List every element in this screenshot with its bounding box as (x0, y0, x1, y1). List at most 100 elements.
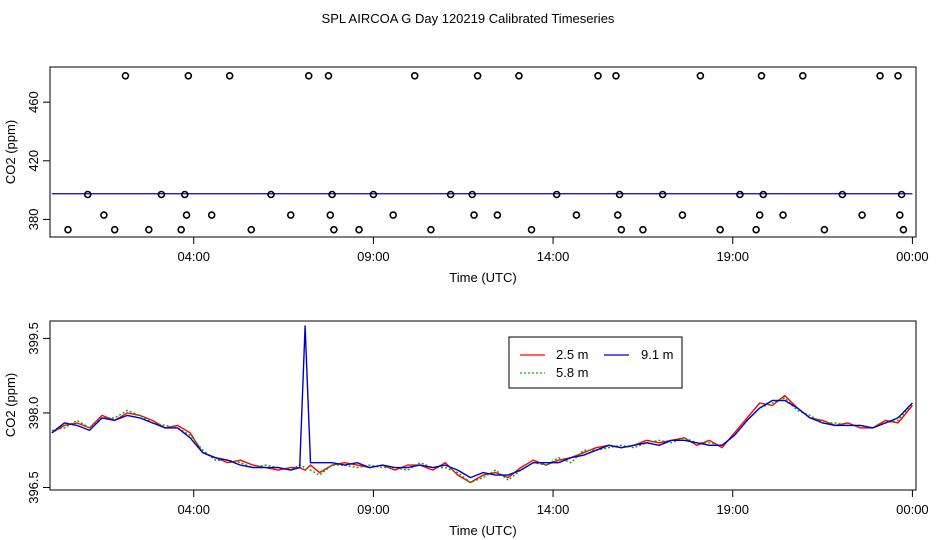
raw-data-point (247, 225, 256, 234)
panel-2-x-axis: 04:00 09:00 14:00 19:00 00:00 (177, 490, 929, 517)
raw-data-point (180, 190, 189, 199)
p1-x-tick-label: 19:00 (716, 249, 749, 264)
raw-data-point (696, 71, 705, 80)
p1-y-tick-label: 460 (26, 91, 41, 113)
p2-x-tick-label: 09:00 (357, 502, 390, 517)
raw-data-point (716, 225, 724, 234)
legend-box (508, 336, 683, 389)
raw-data-point (658, 190, 667, 199)
raw-data-point (755, 211, 764, 219)
raw-data-point (552, 190, 561, 199)
raw-data-point (427, 225, 435, 234)
raw-data-point (612, 71, 620, 80)
raw-data-point (330, 225, 338, 234)
raw-data-point (410, 71, 419, 80)
panel-1-y-axis-label: CO2 (ppm) (3, 120, 18, 184)
raw-data-point (100, 211, 108, 219)
raw-data-point (267, 190, 275, 199)
legend: 2.5 m 5.8 m 9.1 m (508, 336, 683, 389)
p1-x-tick-label: 09:00 (357, 249, 390, 264)
series-line-5.8m (51, 397, 913, 484)
raw-data-point (446, 190, 455, 199)
raw-data-point (639, 225, 647, 234)
p2-x-tick-label: 14:00 (537, 502, 570, 517)
panel-1-points (64, 71, 908, 234)
raw-data-point (145, 225, 153, 234)
legend-label-5.8m: 5.8 m (556, 365, 589, 380)
raw-data-point (820, 225, 829, 234)
panel-1: 380 420 460 04:00 09:00 14:00 19:00 00:00 Time… (3, 66, 929, 285)
raw-data-point (617, 225, 626, 234)
raw-data-point (389, 211, 397, 219)
p2-x-tick-label: 00:00 (896, 502, 929, 517)
raw-data-point (799, 71, 807, 80)
p1-x-tick-label: 00:00 (896, 249, 929, 264)
p1-x-tick-label: 14:00 (537, 249, 570, 264)
raw-data-point (83, 190, 92, 199)
raw-data-point (613, 211, 622, 219)
p1-y-tick-label: 420 (26, 150, 41, 172)
raw-data-point (897, 190, 906, 199)
panel-2-y-axis: 396.5 398.0 399.5 (26, 322, 50, 504)
raw-data-point (326, 211, 335, 219)
panel-1-x-axis-label: Time (UTC) (449, 270, 516, 285)
raw-data-point (225, 71, 234, 80)
raw-data-point (899, 225, 908, 234)
raw-data-point (468, 190, 477, 199)
raw-data-point (493, 211, 502, 219)
panel-2-x-axis-label: Time (UTC) (449, 523, 516, 538)
series-line-2.5m (51, 394, 913, 484)
raw-data-point (64, 225, 72, 234)
p2-y-tick-label: 396.5 (26, 471, 41, 504)
raw-data-point (177, 225, 185, 234)
series-line-9.1m (51, 325, 913, 479)
raw-data-point (184, 71, 193, 80)
raw-data-point (355, 225, 363, 234)
raw-data-point (615, 190, 624, 199)
raw-data-point (328, 190, 336, 199)
panel-1-y-axis: 380 420 460 (26, 91, 50, 230)
raw-data-point (182, 211, 191, 219)
p2-x-tick-label: 19:00 (716, 502, 749, 517)
panel-2: 396.5 398.0 399.5 04:00 09:00 14:00 19:00 00:0… (3, 320, 929, 538)
raw-data-point (838, 190, 847, 199)
p2-y-tick-label: 399.5 (26, 322, 41, 355)
raw-data-point (304, 71, 313, 80)
raw-data-point (894, 71, 902, 80)
raw-data-point (207, 211, 216, 219)
p1-y-tick-label: 380 (26, 209, 41, 231)
raw-data-point (473, 71, 482, 80)
raw-data-point (527, 225, 536, 234)
raw-data-point (757, 71, 766, 80)
chart-title: SPL AIRCOA G Day 120219 Calibrated Times… (322, 11, 615, 26)
panel-2-series (51, 325, 913, 484)
panel-1-frame (49, 66, 917, 238)
p2-x-tick-label: 04:00 (177, 502, 210, 517)
p1-x-tick-label: 04:00 (177, 249, 210, 264)
raw-data-point (110, 225, 119, 234)
raw-data-point (858, 211, 866, 219)
raw-data-point (759, 190, 768, 199)
raw-data-point (678, 211, 687, 219)
raw-data-point (470, 211, 478, 219)
legend-label-9.1m: 9.1 m (641, 347, 674, 362)
raw-data-point (752, 225, 760, 234)
raw-data-point (324, 71, 333, 80)
raw-data-point (515, 71, 523, 80)
raw-data-point (876, 71, 884, 80)
raw-data-point (779, 211, 787, 219)
raw-data-point (594, 71, 602, 80)
panel-2-frame (49, 320, 917, 491)
raw-data-point (121, 71, 130, 80)
legend-label-2.5m: 2.5 m (556, 347, 589, 362)
raw-data-point (286, 211, 295, 219)
p2-y-tick-label: 398.0 (26, 397, 41, 430)
raw-data-point (896, 211, 904, 219)
panel-2-y-axis-label: CO2 (ppm) (3, 373, 18, 437)
raw-data-point (736, 190, 744, 199)
raw-data-point (157, 190, 166, 199)
raw-data-point (369, 190, 378, 199)
raw-data-point (572, 211, 581, 219)
panel-1-x-axis: 04:00 09:00 14:00 19:00 00:00 (177, 237, 929, 264)
